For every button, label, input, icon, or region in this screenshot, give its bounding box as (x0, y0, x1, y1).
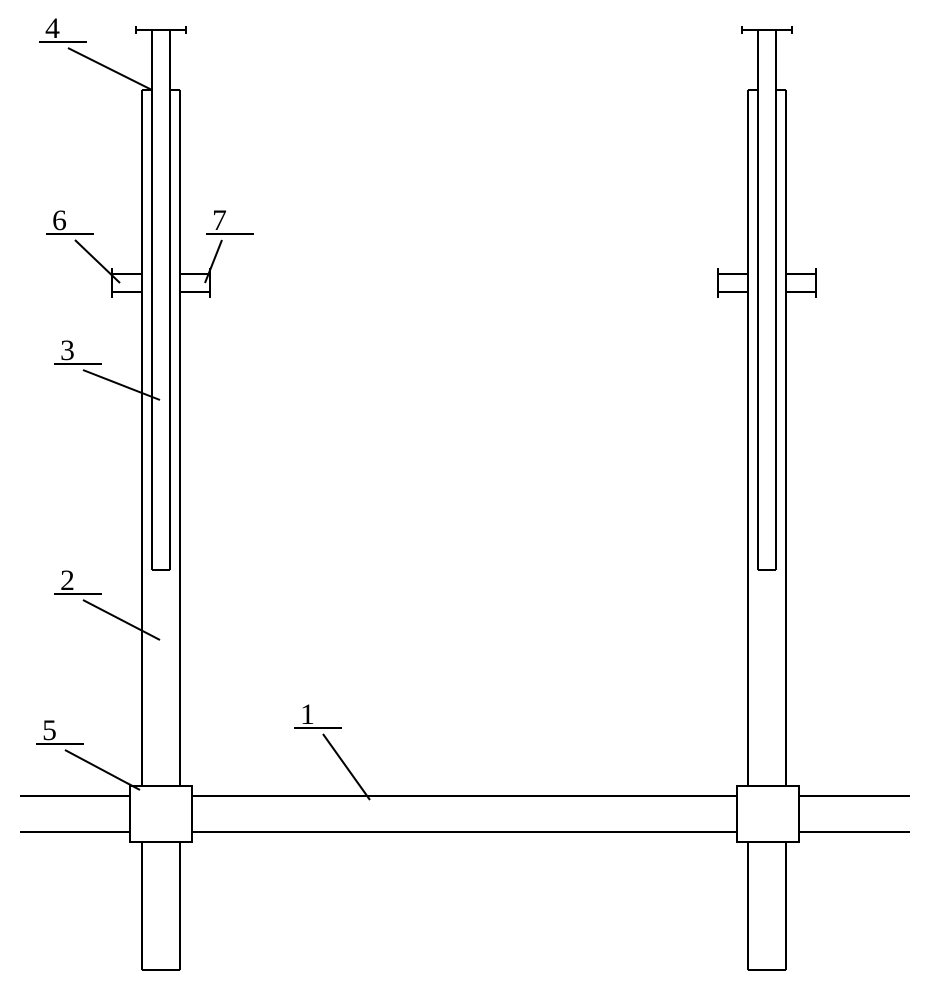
column-left-inner[interactable] (152, 30, 170, 570)
callout-7[interactable]: 7 (205, 204, 254, 283)
column-right-tab-left[interactable] (718, 268, 748, 298)
beam-joint-right[interactable] (737, 786, 799, 842)
callout-6[interactable]: 6 (46, 204, 120, 283)
callout-3-label: 3 (60, 334, 75, 367)
column-right-top-cap[interactable] (742, 26, 792, 34)
callout-4[interactable]: 4 (39, 12, 152, 90)
column-right-inner[interactable] (758, 30, 776, 570)
callout-6-label: 6 (52, 204, 67, 237)
callout-5[interactable]: 5 (36, 714, 140, 790)
callout-1-label: 1 (300, 698, 315, 731)
column-left-outer[interactable] (142, 90, 180, 970)
callout-3[interactable]: 3 (54, 334, 160, 400)
callout-7-label: 7 (212, 204, 227, 237)
callout-2[interactable]: 2 (54, 564, 160, 640)
horizontal-beam[interactable] (20, 796, 910, 832)
callout-4-label: 4 (45, 12, 60, 45)
column-left-top-cap[interactable] (136, 26, 186, 34)
column-left-tab-left[interactable] (112, 268, 142, 298)
callout-5-label: 5 (42, 714, 57, 747)
beam-joint-left[interactable] (130, 786, 192, 842)
callout-1[interactable]: 1 (294, 698, 370, 800)
callout-2-label: 2 (60, 564, 75, 597)
column-right-outer[interactable] (748, 90, 786, 970)
column-right-tab-right[interactable] (786, 268, 816, 298)
